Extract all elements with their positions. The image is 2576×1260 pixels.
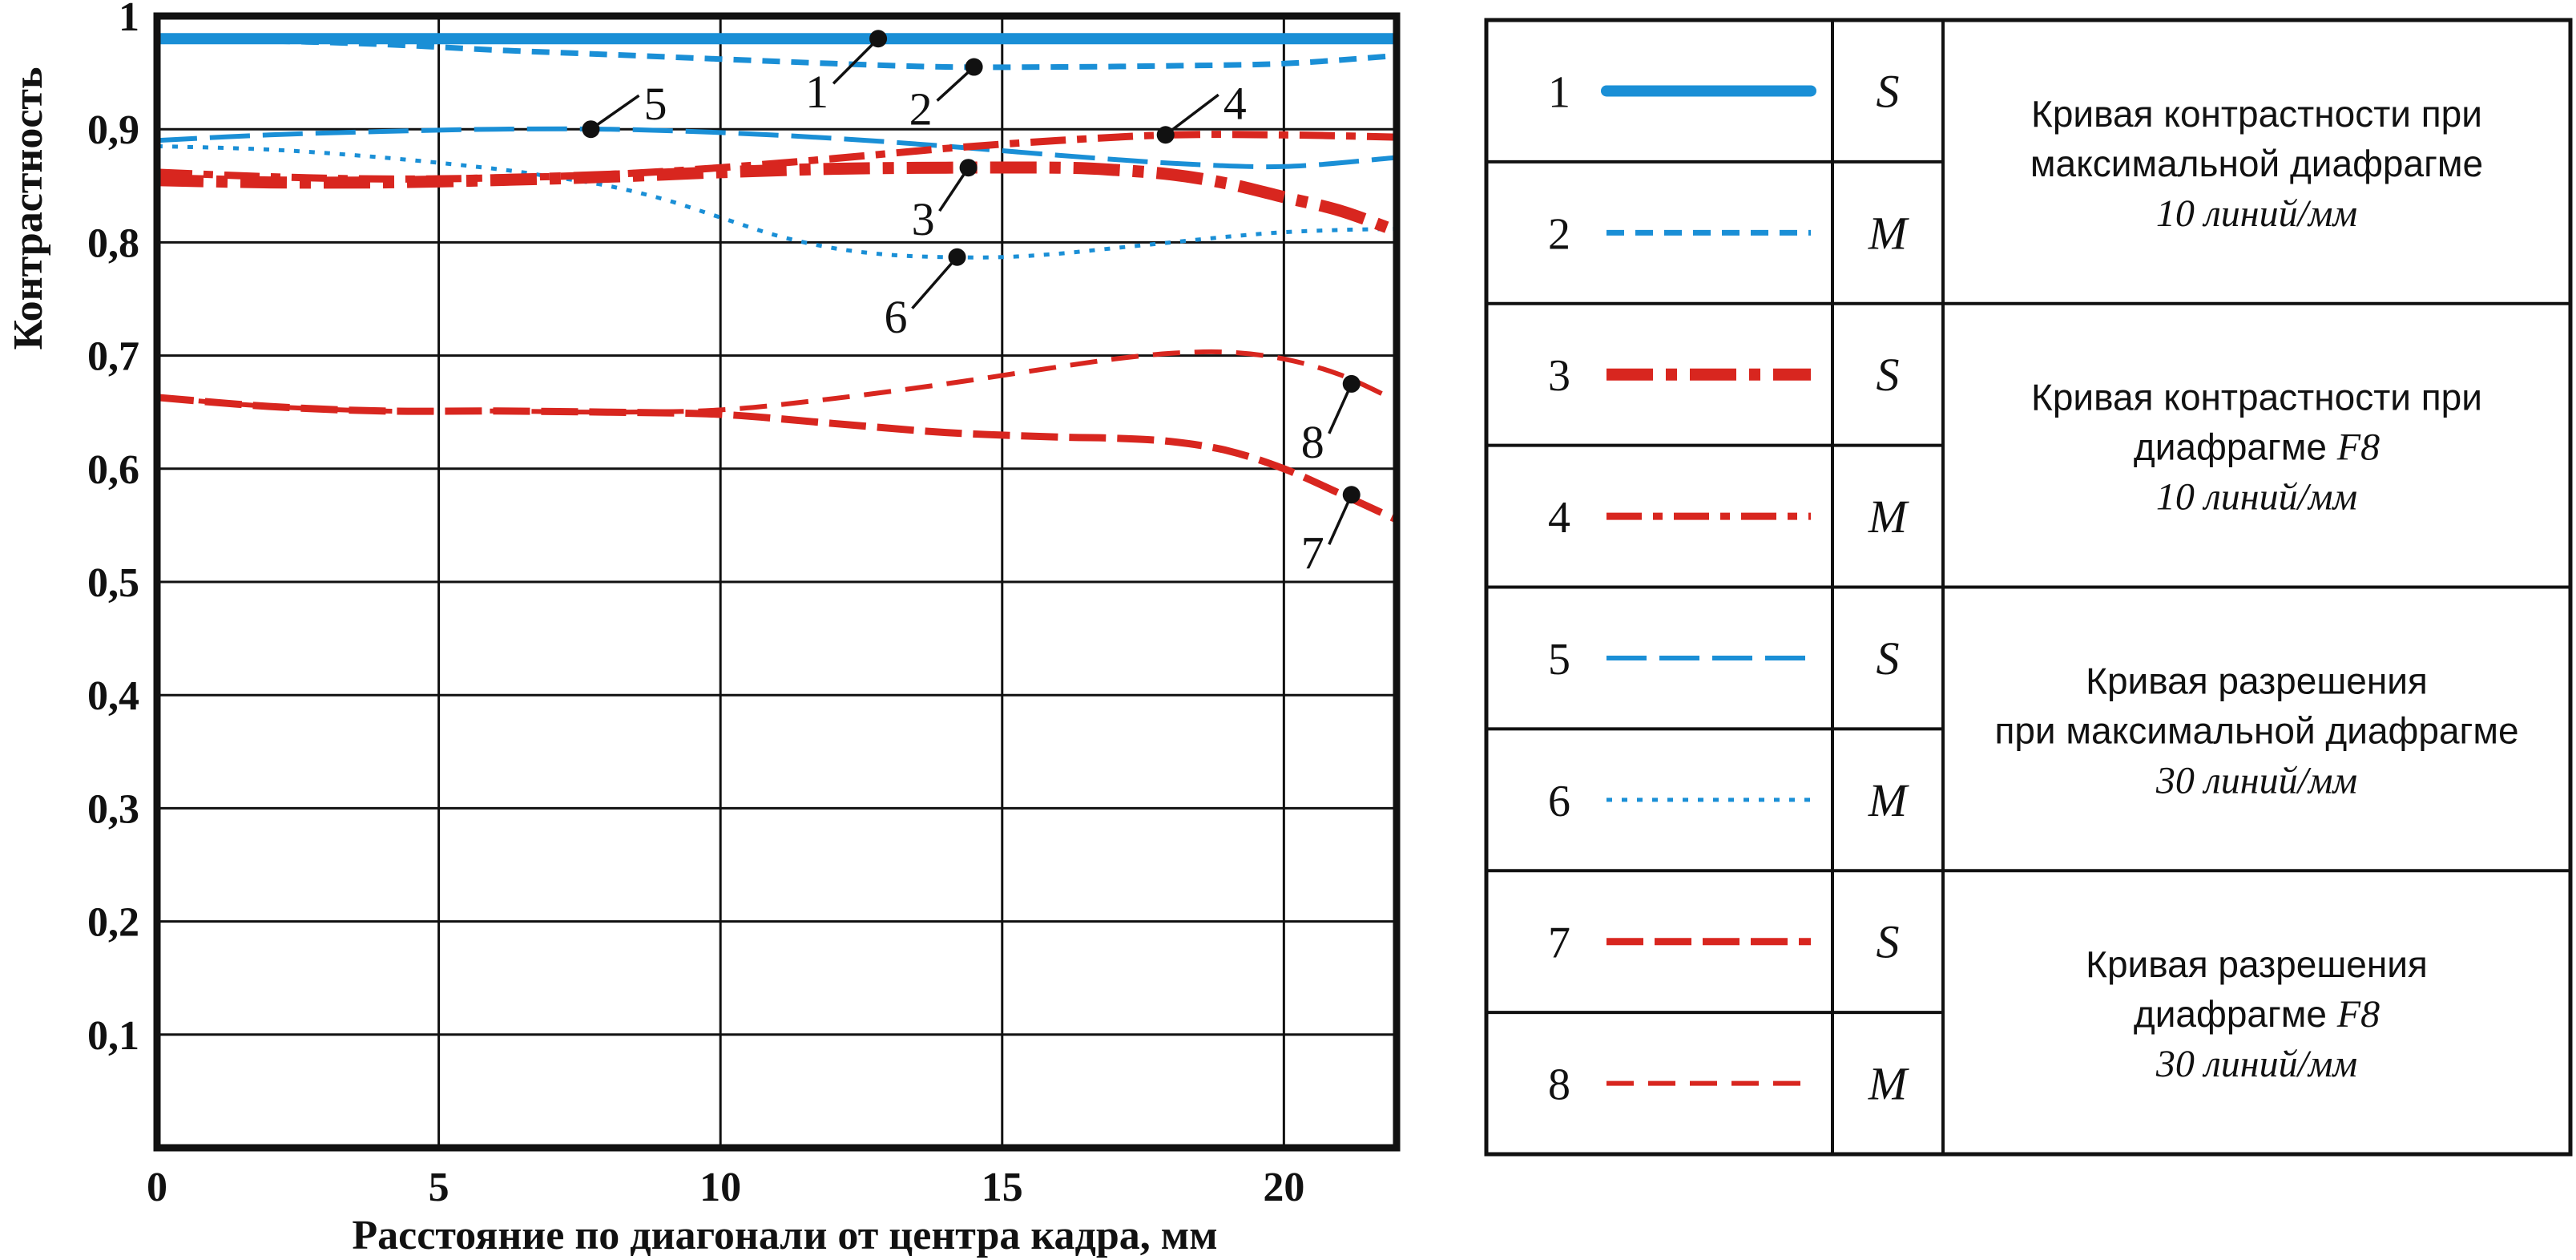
legend-group-2-line3: 10 линий/мм [2156, 476, 2357, 519]
callout-dot-4 [1156, 126, 1175, 144]
legend-group-4-line3: 30 линий/мм [2155, 1043, 2357, 1085]
callout-leader-5 [590, 94, 640, 131]
legend-group-2-line2: диафрагме F8 [2134, 426, 2380, 469]
y-tick-label-6: 0,7 [87, 334, 139, 380]
y-tick-label-9: 1 [119, 0, 139, 40]
callout-number-3: 3 [912, 193, 935, 245]
x-tick-label-0: 0 [147, 1165, 167, 1210]
plot-frame [153, 12, 1401, 1152]
series-line-8 [156, 349, 1398, 415]
callout-dot-6 [948, 248, 966, 266]
legend-group-1-line3: 10 линий/мм [2156, 192, 2357, 235]
callouts: 1 2 3 4 5 6 7 8 [582, 30, 1361, 579]
series-lines [156, 33, 1399, 523]
callout-dot-8 [1342, 374, 1361, 393]
legend-group-4-aperture: F8 [2336, 993, 2380, 1036]
legend-type-6: M [1868, 774, 1909, 826]
callout-leader-6 [911, 256, 958, 309]
y-tick-label-5: 0,6 [87, 447, 139, 493]
y-tick-label-2: 0,3 [87, 786, 139, 832]
y-tick-label-1: 0,2 [87, 900, 139, 946]
legend-group-3-line1: Кривая разрешения [2086, 660, 2428, 701]
legend-group-4-line1: Кривая разрешения [2086, 943, 2428, 985]
legend-number-1: 1 [1548, 67, 1570, 117]
legend-number-5: 5 [1548, 635, 1570, 685]
y-tick-label-0: 0,1 [87, 1013, 139, 1059]
legend-group-1-line2: максимальной диафрагме [2030, 143, 2483, 184]
callout-leader-7 [1328, 494, 1353, 545]
legend-type-2: M [1868, 207, 1909, 259]
x-tick-label-3: 15 [982, 1165, 1023, 1210]
legend-table: 1 S 2 M 3 S 4 M 5 S 6 M 7 S 8 M Кривая контрастности при… [1484, 18, 2573, 1157]
callout-number-1: 1 [805, 66, 828, 118]
x-axis-title: Расстояние по диагонали от центра кадра,… [352, 1213, 1217, 1258]
series-line-3 [156, 161, 1399, 237]
y-axis-title: Контрастность [6, 67, 51, 350]
legend-group-4-line2: диафрагме F8 [2134, 993, 2380, 1036]
x-tick-label-4: 20 [1263, 1165, 1304, 1210]
legend-type-1: S [1877, 65, 1900, 117]
tick-labels: 0,10,20,30,40,50,60,70,80,910 5 10 15 20 [87, 0, 1304, 1210]
callout-dot-7 [1342, 486, 1361, 504]
legend-number-7: 7 [1548, 919, 1570, 968]
callout-number-6: 6 [885, 291, 908, 343]
legend-group-2-aperture: F8 [2336, 426, 2380, 469]
callout-leader-1 [832, 38, 880, 85]
callout-number-8: 8 [1301, 416, 1324, 468]
legend-number-2: 2 [1548, 209, 1570, 259]
legend-type-4: M [1868, 491, 1909, 543]
callout-dot-5 [582, 120, 600, 139]
series-line-7 [156, 394, 1398, 523]
legend-group-1-line1: Кривая контрастности при [2031, 93, 2482, 135]
callout-dot-1 [869, 30, 888, 48]
series-line-6 [156, 143, 1397, 260]
x-tick-label-2: 10 [699, 1165, 741, 1210]
legend-type-5: S [1877, 632, 1900, 685]
callout-number-5: 5 [643, 78, 667, 130]
callout-dot-3 [959, 159, 978, 177]
y-tick-label-7: 0,8 [87, 220, 139, 266]
legend-number-8: 8 [1548, 1060, 1570, 1110]
legend-type-8: M [1868, 1058, 1909, 1110]
callout-leader-4 [1164, 93, 1219, 136]
callout-dot-2 [965, 58, 983, 76]
legend-group-3-line2: при максимальной диафрагме [1994, 709, 2518, 751]
y-tick-label-4: 0,5 [87, 560, 139, 606]
legend-number-4: 4 [1548, 493, 1570, 543]
legend-number-6: 6 [1548, 777, 1570, 826]
legend-group-3-line3: 30 линий/мм [2155, 759, 2357, 802]
y-tick-label-8: 0,9 [87, 107, 139, 153]
x-tick-label-1: 5 [429, 1165, 449, 1210]
legend-number-3: 3 [1548, 351, 1570, 401]
grid [157, 16, 1397, 1148]
callout-number-2: 2 [909, 83, 933, 135]
series-line-5 [156, 126, 1397, 170]
legend-type-7: S [1877, 916, 1900, 968]
callout-leader-8 [1328, 383, 1353, 434]
callout-number-4: 4 [1223, 77, 1247, 129]
legend-type-3: S [1877, 349, 1900, 401]
callout-number-7: 7 [1301, 527, 1324, 579]
y-tick-label-3: 0,4 [87, 673, 139, 719]
legend-group-2-line1: Кривая контрастности при [2031, 377, 2482, 418]
